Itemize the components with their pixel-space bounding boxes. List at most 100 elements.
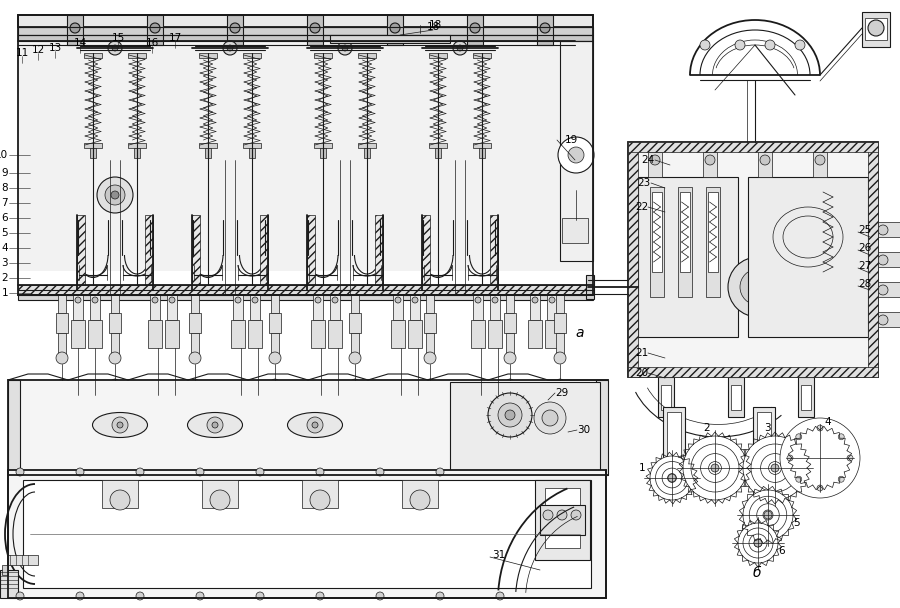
Bar xyxy=(410,295,420,320)
Bar xyxy=(479,148,485,158)
Circle shape xyxy=(312,422,318,428)
Bar xyxy=(192,215,200,285)
Bar xyxy=(351,333,359,355)
Bar xyxy=(408,320,422,348)
Bar xyxy=(320,148,326,158)
Bar xyxy=(260,215,268,285)
Circle shape xyxy=(796,476,802,482)
Bar xyxy=(393,295,403,320)
Bar xyxy=(748,177,868,337)
Bar xyxy=(231,320,245,348)
Text: 5: 5 xyxy=(794,518,800,528)
Bar xyxy=(8,470,606,598)
Circle shape xyxy=(752,281,764,293)
Bar xyxy=(667,412,681,457)
Circle shape xyxy=(568,147,584,163)
Circle shape xyxy=(532,297,538,303)
Circle shape xyxy=(757,504,779,527)
Bar xyxy=(678,187,692,297)
Text: 4: 4 xyxy=(2,243,8,253)
Bar xyxy=(450,382,600,472)
Bar xyxy=(758,152,772,177)
Bar xyxy=(271,295,279,313)
Bar xyxy=(426,295,434,313)
Bar xyxy=(424,313,436,333)
Circle shape xyxy=(807,446,833,471)
Bar xyxy=(18,295,593,300)
Circle shape xyxy=(549,297,555,303)
Circle shape xyxy=(16,468,24,476)
Text: 26: 26 xyxy=(858,243,871,253)
Bar xyxy=(868,142,878,377)
Bar xyxy=(18,15,593,27)
Circle shape xyxy=(150,23,160,33)
Circle shape xyxy=(390,23,400,33)
Circle shape xyxy=(342,45,348,51)
Bar xyxy=(328,320,342,348)
Text: 3: 3 xyxy=(2,258,8,268)
Text: 3: 3 xyxy=(764,423,770,433)
Circle shape xyxy=(310,490,330,510)
Circle shape xyxy=(154,391,162,399)
Bar xyxy=(556,295,564,313)
Circle shape xyxy=(230,23,240,33)
Circle shape xyxy=(571,510,581,520)
Circle shape xyxy=(395,297,401,303)
Circle shape xyxy=(506,379,514,387)
Bar xyxy=(530,295,540,320)
Circle shape xyxy=(136,592,144,600)
Text: 20: 20 xyxy=(634,368,648,378)
Circle shape xyxy=(650,155,660,165)
Circle shape xyxy=(496,592,504,600)
Text: 21: 21 xyxy=(634,348,648,358)
Bar xyxy=(703,152,717,177)
Bar xyxy=(165,320,179,348)
Circle shape xyxy=(112,45,118,51)
Text: 6: 6 xyxy=(778,546,786,556)
Circle shape xyxy=(760,454,789,482)
Circle shape xyxy=(556,379,564,387)
Bar xyxy=(90,295,100,320)
Bar xyxy=(545,488,580,548)
Circle shape xyxy=(765,40,775,50)
Circle shape xyxy=(169,297,175,303)
Circle shape xyxy=(334,391,342,399)
Circle shape xyxy=(878,225,888,235)
Circle shape xyxy=(332,297,338,303)
Bar xyxy=(199,143,217,148)
Circle shape xyxy=(494,391,502,399)
Circle shape xyxy=(196,468,204,476)
Bar xyxy=(313,295,323,320)
Bar xyxy=(528,320,542,348)
Circle shape xyxy=(668,474,677,482)
Text: 28: 28 xyxy=(858,279,871,289)
Bar xyxy=(878,312,900,327)
Circle shape xyxy=(58,379,66,387)
Bar xyxy=(813,152,827,177)
Bar xyxy=(148,320,162,348)
Text: 31: 31 xyxy=(492,550,505,560)
Text: 6: 6 xyxy=(2,213,8,223)
Circle shape xyxy=(816,454,824,462)
Bar xyxy=(67,15,83,45)
Bar xyxy=(545,320,559,348)
Bar xyxy=(243,143,261,148)
Circle shape xyxy=(338,41,352,55)
Circle shape xyxy=(743,490,793,540)
Bar xyxy=(202,480,238,508)
Circle shape xyxy=(112,417,128,433)
Text: 11: 11 xyxy=(15,48,29,58)
Bar xyxy=(878,252,900,267)
Bar xyxy=(191,295,199,313)
Circle shape xyxy=(558,137,594,173)
Text: 12: 12 xyxy=(32,45,45,55)
Bar xyxy=(473,143,491,148)
Bar xyxy=(249,148,255,158)
Text: 24: 24 xyxy=(642,155,655,165)
Bar xyxy=(628,142,638,377)
Circle shape xyxy=(111,191,119,199)
Circle shape xyxy=(227,45,233,51)
Text: 30: 30 xyxy=(577,425,590,435)
Bar xyxy=(422,215,430,285)
Circle shape xyxy=(189,352,201,364)
